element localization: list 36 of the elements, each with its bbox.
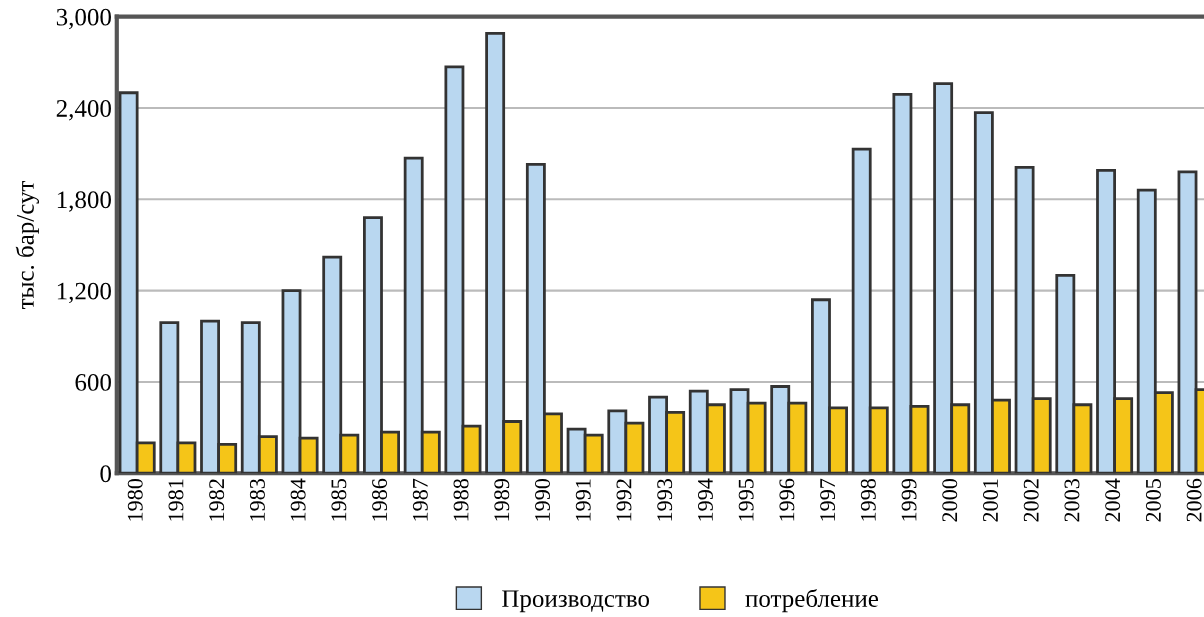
- x-tick-label: 2001: [982, 479, 998, 522]
- x-tick-label: 2000: [942, 478, 958, 522]
- x-tick-label: 1996: [779, 478, 795, 521]
- x-tick-label: 1999: [901, 479, 917, 521]
- y-tick-label: 2,400: [56, 100, 111, 121]
- x-tick-label: 1987: [412, 478, 428, 521]
- y-tick-label: 1,200: [57, 282, 111, 304]
- x-tick-label: 1988: [453, 478, 469, 521]
- legend-label: потребление: [745, 588, 879, 613]
- x-tick-label: 1993: [657, 478, 673, 521]
- y-tick-label: 1,800: [57, 191, 111, 212]
- x-tick-label: 2005: [1145, 478, 1161, 522]
- y-axis-title: тыс. бар/сут: [15, 180, 40, 309]
- x-tick-label: 1990: [534, 478, 550, 521]
- x-tick-label: 1985: [331, 478, 347, 521]
- x-tick-label: 1986: [372, 478, 388, 521]
- x-tick-label: 2006: [1186, 478, 1202, 522]
- x-tick-label: 1998: [860, 478, 876, 521]
- x-tick-label: 2003: [1064, 478, 1080, 522]
- x-tick-label: 1989: [494, 479, 510, 521]
- x-tick-label: 1991: [575, 479, 591, 521]
- x-tick-label: 1982: [209, 479, 225, 521]
- x-tick-label: 1994: [697, 478, 713, 521]
- x-tick-label: 1997: [820, 478, 836, 521]
- x-tick-label: 2002: [1023, 479, 1039, 522]
- y-tick-label: 3,000: [56, 8, 111, 30]
- x-tick-label: 1984: [290, 478, 306, 521]
- x-tick-label: 1980: [127, 478, 143, 521]
- x-tick-label: 1995: [738, 478, 754, 521]
- x-tick-label: 1983: [249, 478, 265, 521]
- y-tick-label: 600: [75, 373, 111, 391]
- x-tick-label: 2004: [1105, 478, 1121, 522]
- x-tick-label: 1981: [168, 479, 184, 521]
- y-tick-label: 0: [100, 465, 111, 483]
- x-tick-label: 1992: [616, 479, 632, 521]
- legend-label: Производство: [502, 590, 650, 613]
